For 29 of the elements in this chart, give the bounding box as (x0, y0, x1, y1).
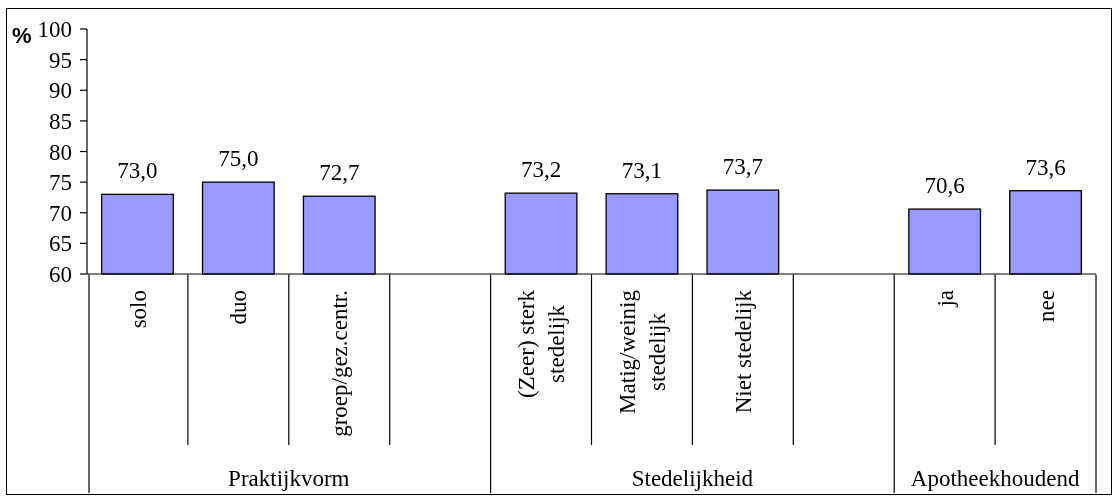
y-axis-title: % (12, 23, 32, 48)
y-tick-label: 75 (49, 170, 72, 196)
y-tick-label: 80 (49, 139, 72, 165)
x-tick-label: Niet stedelijk (730, 289, 756, 414)
text: Praktijkvorm (228, 466, 350, 491)
data-label: 70,6 (924, 173, 965, 199)
x-tick-label: duo (226, 290, 252, 325)
y-tick-label: 70 (49, 200, 72, 226)
text: Apotheekhoudend (910, 466, 1080, 491)
y-tick-label: 60 (49, 262, 72, 288)
x-tick-label: groep/gez.centr. (327, 290, 353, 437)
x-tick-label: Matig/weinig stedelijk (615, 289, 670, 414)
data-label: 73,1 (621, 157, 663, 183)
x-tick-label: (Zeer) sterk stedelijk (514, 289, 570, 398)
data-label: 73,0 (117, 158, 158, 184)
y-tick-label: 65 (49, 231, 72, 257)
x-tick-label: nee (1033, 290, 1059, 322)
text: Stedelijkheid (631, 466, 754, 491)
x-tick-label: ja (932, 289, 958, 308)
data-label: 75,0 (218, 146, 259, 172)
y-tick-label: 85 (49, 108, 72, 134)
data-label: 73,2 (520, 157, 562, 183)
data-label: 73,6 (1025, 154, 1066, 180)
x-tick-label: solo (125, 290, 151, 329)
data-label: 72,7 (319, 160, 360, 186)
y-tick-label: 100 (37, 17, 72, 43)
data-label: 73,7 (722, 154, 763, 180)
y-tick-label: 95 (49, 47, 72, 73)
y-tick-label: 90 (49, 78, 72, 104)
